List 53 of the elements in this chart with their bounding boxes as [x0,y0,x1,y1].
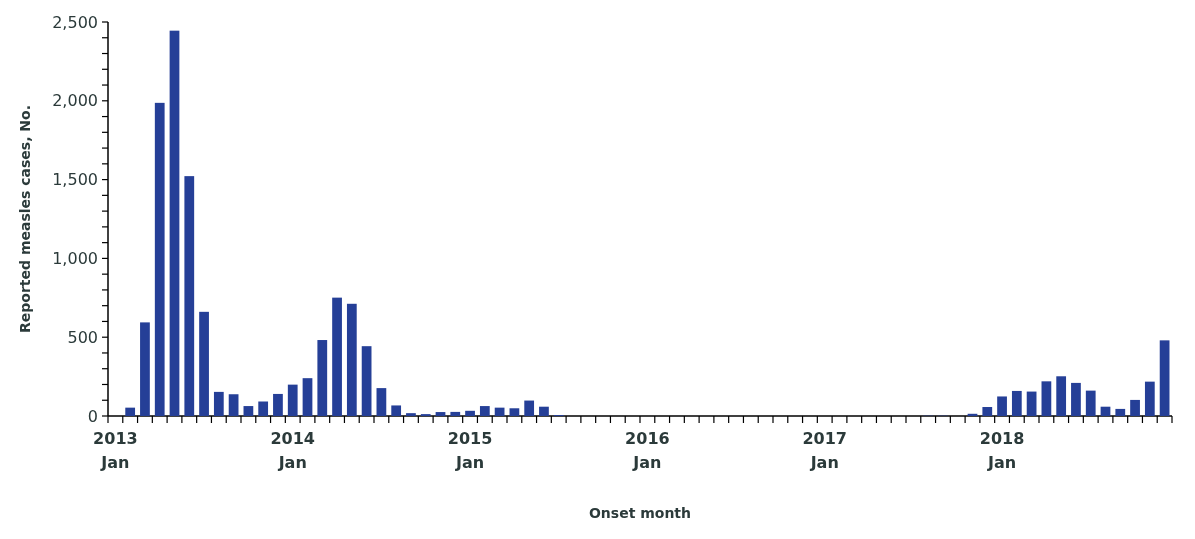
y-axis-title: Reported measles cases, No. [17,104,33,334]
bar [125,407,136,416]
bar [450,411,461,416]
bar [199,311,209,416]
bar [258,401,269,416]
bar [1144,381,1155,416]
bar [509,408,520,416]
bar [406,413,416,416]
bar [1041,381,1052,416]
bar [376,388,387,416]
bar [391,405,402,416]
bar [982,407,993,416]
bar [154,102,165,416]
bar [465,410,475,416]
bar [140,322,150,416]
bar [228,394,239,416]
bar [1159,340,1170,416]
bar [317,340,328,416]
bar [1026,391,1037,416]
y-tick-label: 1,000 [52,249,98,268]
bar [346,303,357,416]
bar [997,396,1007,416]
y-tick-label: 0 [87,406,98,426]
bar [435,412,446,416]
bar [184,176,195,416]
x-tick-label: 2015 Jan [447,429,493,472]
bar [524,400,535,416]
bar [1071,382,1081,416]
bar [1130,399,1140,416]
y-tick-label: 1,500 [52,170,98,190]
y-tick-label: 2,500 [52,12,98,32]
bar [302,378,313,416]
x-tick-label: 2016 Jan [625,429,670,472]
bar [1115,408,1126,416]
bar [332,297,342,416]
bar [1085,390,1096,416]
bar [169,30,180,416]
x-tick-label: 2017 Jan [802,429,847,472]
x-tick-label: 2014 Jan [270,429,315,472]
bar [1011,390,1022,416]
x-tick-label: 2013 Jan [93,429,138,472]
y-tick-label: 500 [67,327,98,347]
x-tick-label: 2018 Jan [979,429,1025,472]
bar [243,406,254,416]
bar [1056,376,1067,416]
bar [273,393,283,416]
bar [361,346,372,416]
bar [213,391,224,416]
bar [287,384,298,416]
bar [479,406,490,416]
y-tick-label: 2,000 [52,91,98,111]
bar [539,406,549,416]
x-axis-title: Onset month [588,505,692,521]
